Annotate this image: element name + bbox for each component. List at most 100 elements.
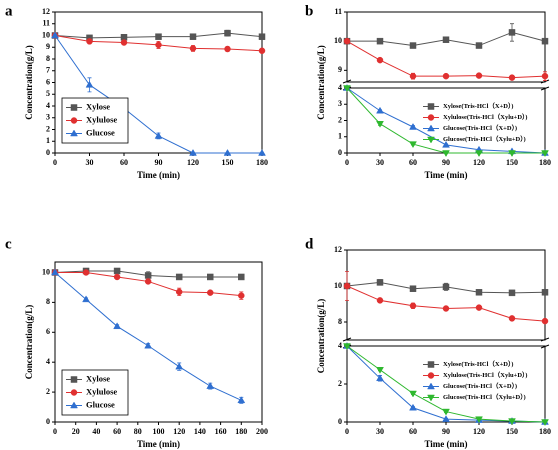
data-point — [376, 297, 384, 304]
data-point — [155, 41, 162, 49]
data-point — [207, 273, 214, 281]
data-point — [409, 403, 417, 411]
data-point — [508, 150, 516, 157]
series-line — [346, 40, 546, 79]
data-point — [541, 150, 549, 157]
data-point — [508, 289, 516, 297]
data-point — [376, 279, 384, 286]
y-tick-label: 0 — [338, 148, 342, 157]
y-tick-label: 12 — [334, 245, 342, 254]
x-axis-label: Time (min) — [137, 170, 180, 180]
y-tick-label: 10 — [334, 281, 342, 290]
x-axis-label: Time (min) — [424, 170, 467, 180]
data-point — [541, 317, 549, 325]
legend-marker — [70, 389, 78, 396]
x-tick-label: 90 — [155, 158, 163, 167]
y-tick-label: 1 — [46, 136, 50, 145]
legend-marker — [427, 382, 435, 390]
data-point — [223, 149, 232, 156]
y-tick-label: 0 — [46, 148, 50, 157]
data-point — [258, 149, 266, 156]
y-axis-label: Concentration(g/L) — [24, 305, 34, 380]
data-point — [206, 382, 215, 389]
data-point — [475, 304, 483, 311]
data-point — [86, 38, 93, 45]
data-point — [175, 288, 183, 296]
x-tick-label: 0 — [53, 427, 57, 436]
x-tick-label: 60 — [120, 158, 128, 167]
data-point — [442, 72, 450, 80]
legend-label: Glucose(Tris-HCl（Xylu+D）) — [443, 393, 526, 401]
y-tick-label: 6 — [46, 327, 50, 336]
data-point — [238, 273, 245, 281]
data-point — [541, 289, 549, 296]
data-point — [376, 106, 384, 114]
data-point — [442, 36, 450, 43]
data-point — [508, 74, 516, 81]
y-tick-label: 4 — [338, 341, 342, 350]
data-point — [343, 282, 351, 290]
legend-label: Xylose — [86, 373, 110, 383]
panel-label: d — [305, 236, 314, 252]
data-point — [541, 72, 549, 80]
legend-marker — [427, 136, 435, 144]
data-point — [258, 47, 266, 55]
data-point — [51, 31, 59, 39]
x-tick-label: 0 — [345, 427, 349, 436]
x-tick-label: 150 — [222, 158, 234, 167]
axis-break — [540, 79, 550, 91]
legend-marker — [70, 401, 78, 409]
y-tick-label: 3 — [46, 113, 50, 122]
data-point — [475, 72, 483, 79]
legend-marker — [70, 104, 78, 111]
legend-marker — [427, 103, 435, 110]
x-axis-label: Time (min) — [424, 439, 467, 449]
data-point — [541, 37, 549, 45]
data-point — [51, 268, 59, 276]
y-tick-label: 4 — [46, 357, 50, 366]
data-point — [541, 419, 549, 426]
legend-marker — [427, 361, 435, 368]
y-axis-label: Concentration(g/L) — [316, 45, 326, 120]
panel-label: b — [305, 3, 313, 19]
data-point — [343, 343, 351, 350]
legend-label: Glucose — [86, 127, 115, 137]
data-point — [237, 396, 246, 404]
data-point — [113, 267, 121, 275]
data-point — [343, 85, 351, 92]
data-point — [238, 292, 245, 299]
axis-break — [540, 337, 550, 349]
y-tick-label: 8 — [46, 54, 50, 63]
data-point — [475, 416, 483, 424]
data-point — [376, 37, 384, 45]
data-point — [189, 45, 197, 52]
data-point — [442, 305, 450, 312]
y-tick-label: 6 — [46, 77, 50, 86]
data-point — [85, 80, 94, 88]
legend-label: Xylulose — [86, 114, 117, 124]
data-point — [409, 72, 417, 80]
legend-marker — [427, 372, 435, 379]
data-point — [409, 42, 417, 49]
y-axis-label: Concentration(g/L) — [24, 45, 34, 120]
legend-label: Glucose(Tris-HCl（X+D）) — [443, 382, 517, 390]
legend-label: Glucose(Tris-HCl（Xylu+D）) — [443, 135, 526, 143]
plot-frame — [346, 249, 546, 341]
x-tick-label: 150 — [506, 158, 518, 167]
y-axis-label: Concentration(g/L) — [316, 299, 326, 374]
data-point — [409, 390, 417, 398]
x-tick-label: 180 — [539, 158, 551, 167]
y-tick-label: 2 — [338, 115, 342, 124]
data-point — [442, 415, 450, 422]
x-tick-label: 0 — [53, 158, 57, 167]
x-tick-label: 60 — [113, 427, 121, 436]
legend-label: Xylulose(Tris-HCl（Xylu+D）) — [443, 371, 527, 379]
legend-marker — [427, 114, 435, 121]
y-tick-label: 0 — [46, 417, 50, 426]
y-tick-label: 10 — [42, 267, 50, 276]
data-point — [442, 150, 450, 157]
legend-marker — [70, 117, 78, 124]
y-tick-label: 12 — [42, 7, 50, 16]
data-point — [113, 273, 121, 281]
